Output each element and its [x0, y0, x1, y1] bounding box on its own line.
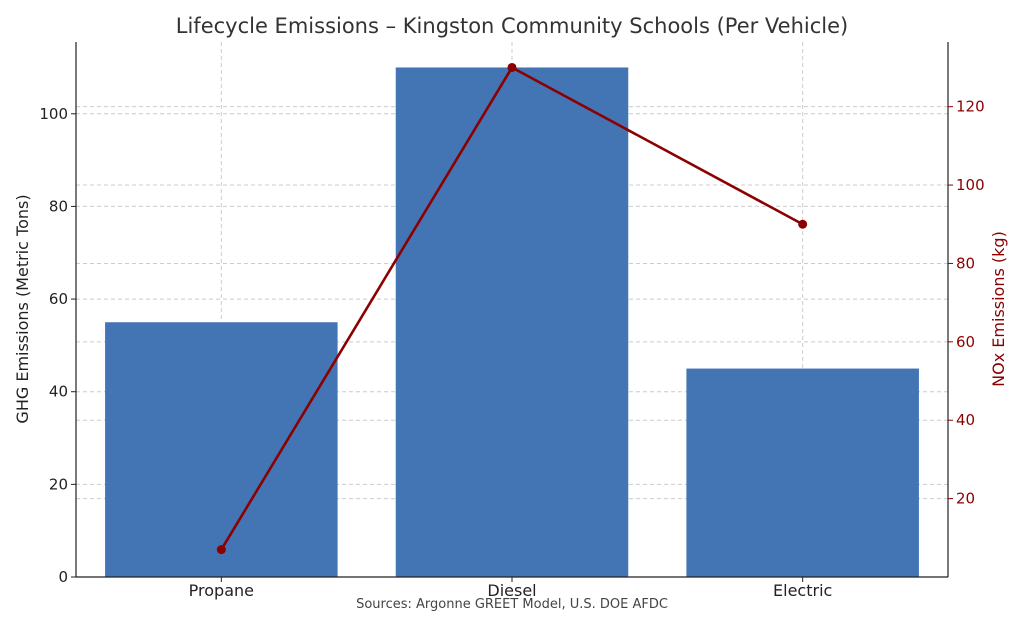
y-tick-label-left: 80	[49, 197, 68, 215]
bar-diesel	[395, 67, 629, 577]
x-tick-label-propane: Propane	[189, 581, 254, 600]
x-tick-label-electric: Electric	[773, 581, 832, 600]
y-tick-label-left: 40	[49, 383, 68, 401]
y-tick-label-left: 0	[58, 568, 68, 586]
bar-propane	[105, 322, 338, 577]
nox-point-propane	[216, 545, 226, 555]
y-tick-label-right: 80	[956, 254, 975, 272]
y-tick-label-left: 100	[39, 105, 68, 123]
y-axis-label-right: NOx Emissions (kg)	[989, 231, 1008, 387]
y-tick-label-left: 20	[49, 475, 68, 493]
axes: 0 20 40 60 80 100 20 40 60 80 100 120 Propane Diesel E…	[39, 42, 985, 600]
x-tick-label-diesel: Diesel	[487, 581, 536, 600]
y-tick-label-right: 40	[956, 411, 975, 429]
y-axis-label-left: GHG Emissions (Metric Tons)	[13, 194, 32, 423]
nox-point-electric	[798, 219, 808, 229]
nox-point-diesel	[507, 62, 517, 72]
line-series	[216, 62, 808, 555]
y-tick-label-right: 20	[956, 490, 975, 508]
bar-series	[105, 67, 919, 577]
y-tick-label-left: 60	[49, 290, 68, 308]
y-tick-label-right: 120	[956, 98, 985, 116]
y-tick-label-right: 60	[956, 333, 975, 351]
chart-title: Lifecycle Emissions – Kingston Community…	[176, 14, 848, 38]
bar-electric	[686, 368, 919, 577]
y-tick-label-right: 100	[956, 176, 985, 194]
source-note: Sources: Argonne GREET Model, U.S. DOE A…	[356, 597, 668, 612]
